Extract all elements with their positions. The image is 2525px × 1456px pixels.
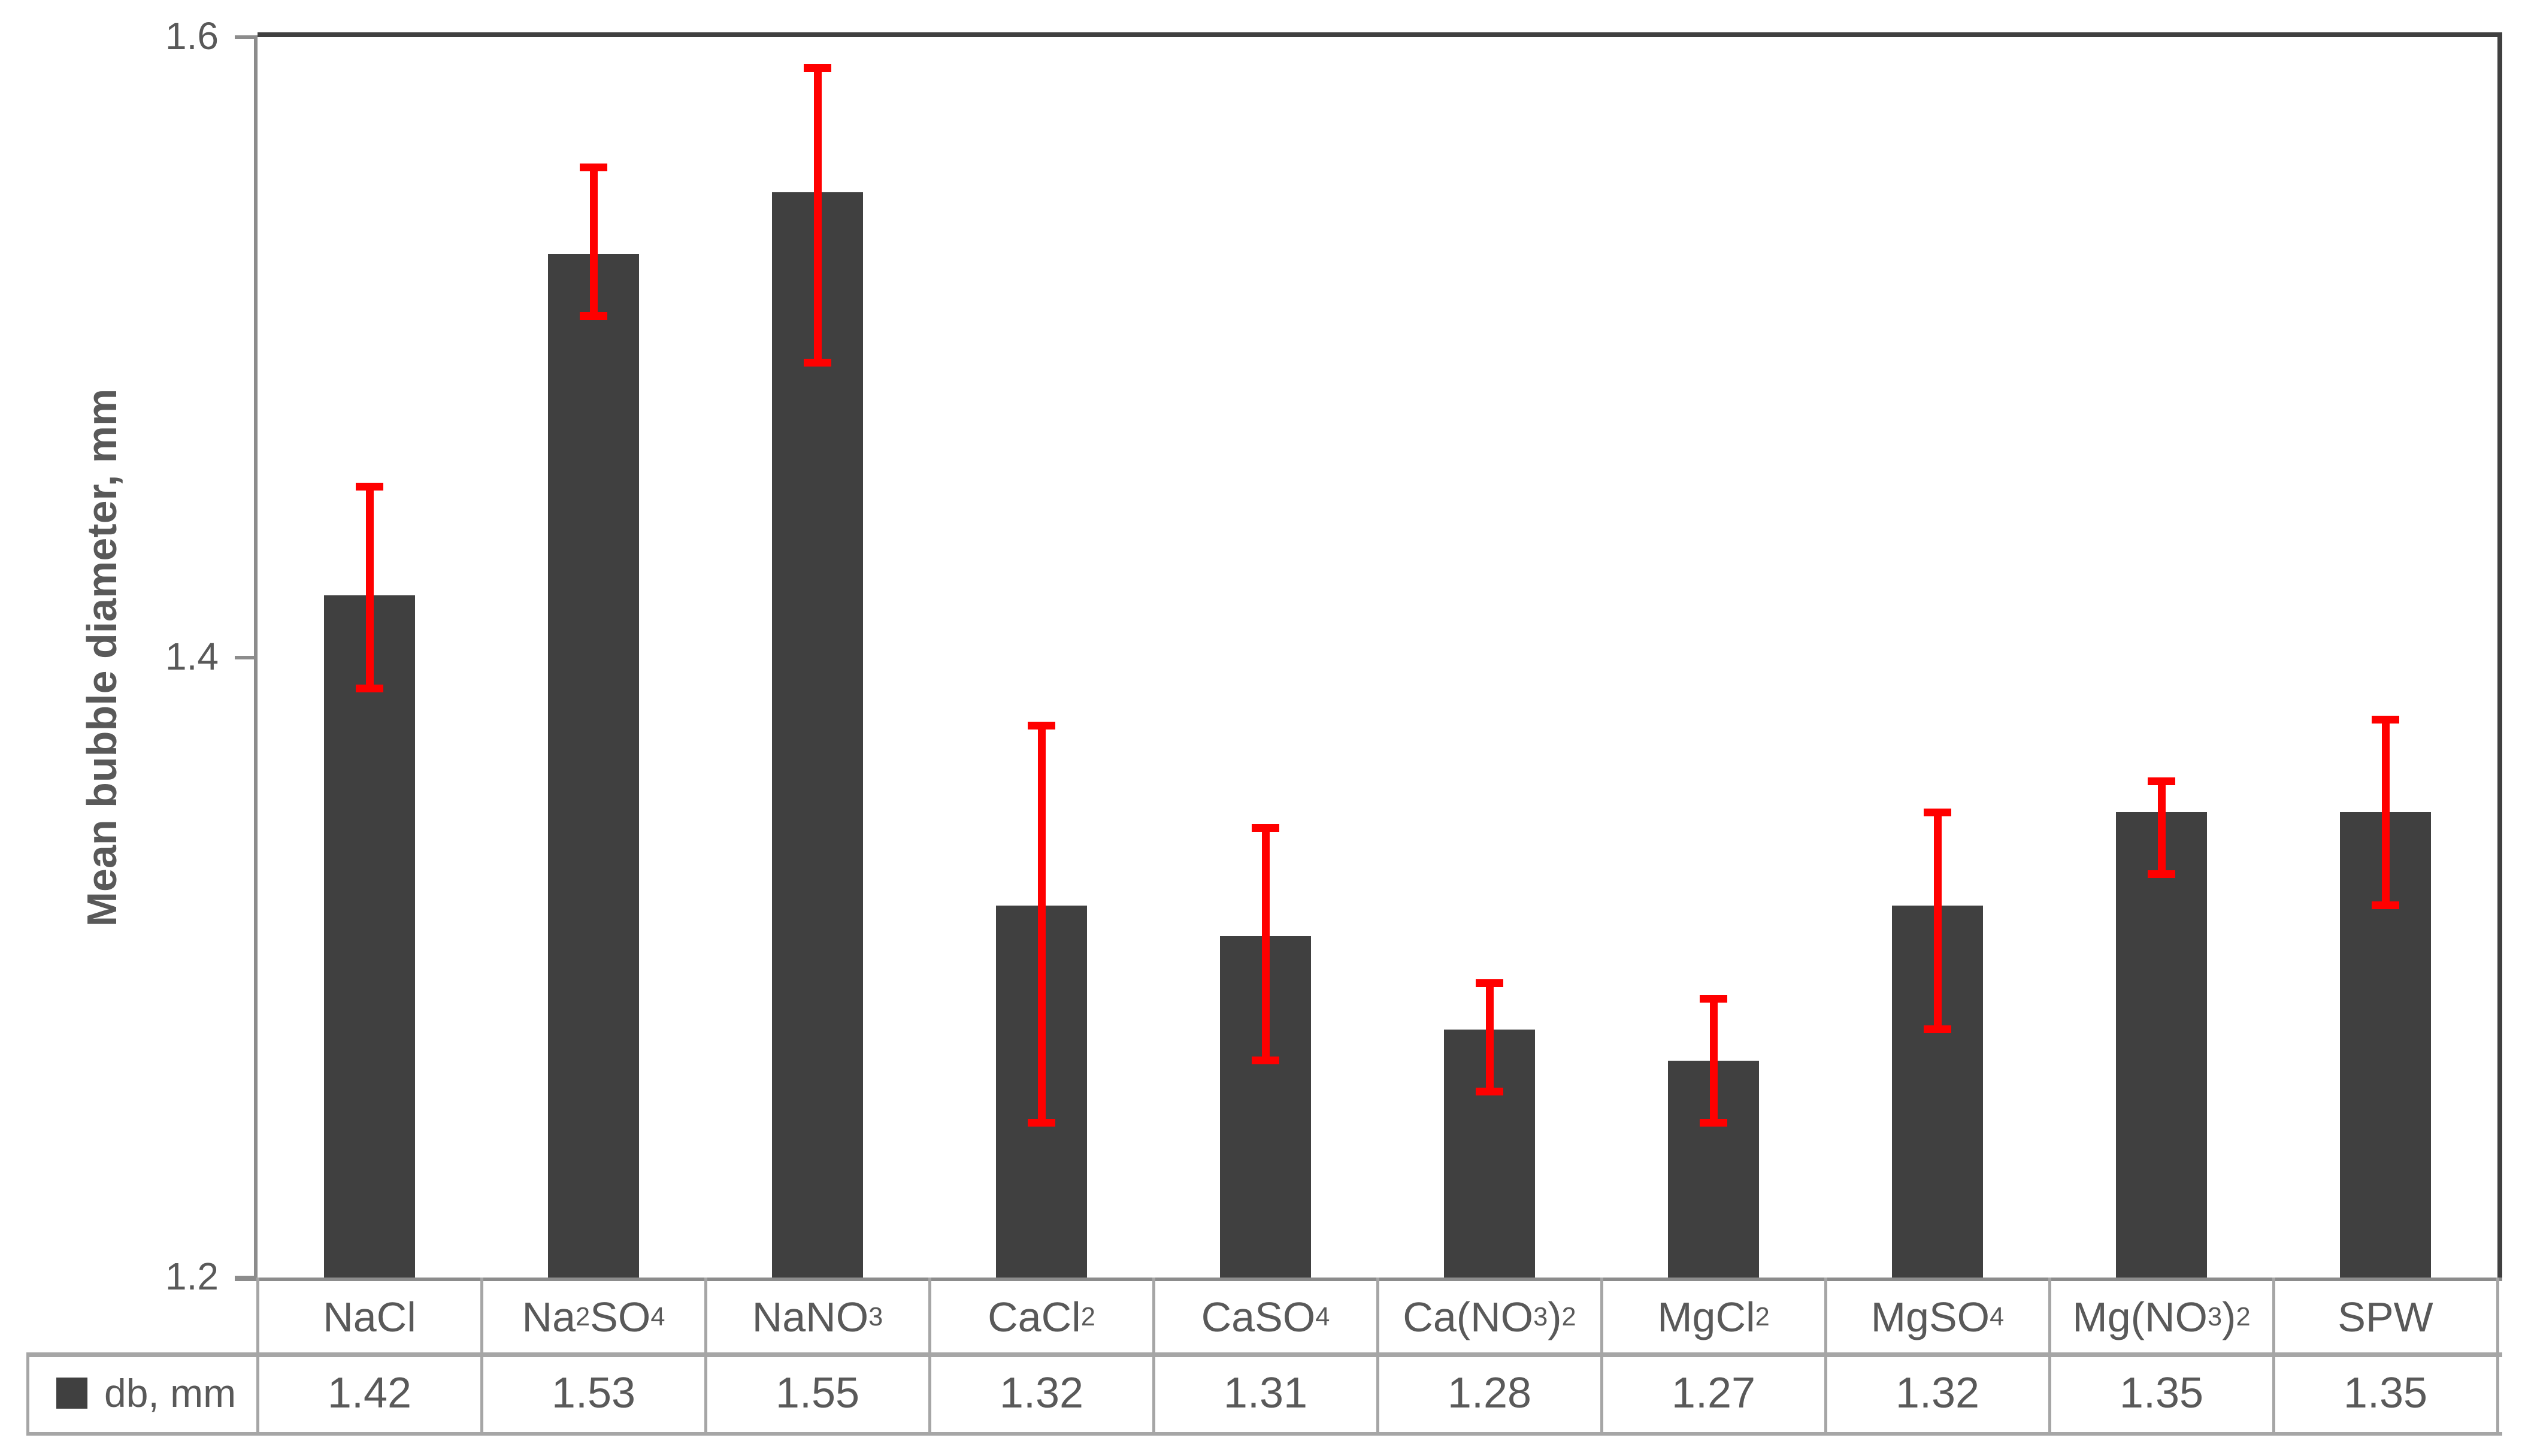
value-cell: 1.35 <box>2343 1369 2428 1417</box>
table-column-border <box>928 1278 931 1434</box>
error-bar-cap-bottom <box>1252 1057 1279 1065</box>
error-bar-line <box>1709 998 1718 1123</box>
error-bar-cap-top <box>1924 808 1951 816</box>
value-cell: 1.35 <box>2119 1369 2204 1417</box>
category-cell: CaCl 2 <box>988 1293 1095 1340</box>
error-bar-line <box>1485 983 1494 1092</box>
error-bar-line <box>1037 725 1046 1123</box>
category-cell: SPW <box>2338 1293 2433 1340</box>
error-bar-line <box>1933 812 1942 1030</box>
error-bar-cap-bottom <box>2148 870 2175 879</box>
value-cell: 1.27 <box>1671 1369 1756 1417</box>
error-bar-cap-top <box>2148 777 2175 786</box>
value-cell: 1.28 <box>1447 1369 1532 1417</box>
error-bar-cap-bottom <box>1028 1118 1055 1127</box>
error-bar-cap-bottom <box>356 684 383 692</box>
error-bar-line <box>1261 828 1270 1061</box>
category-cell: Na 2 SO 4 <box>522 1293 665 1340</box>
error-bar-cap-top <box>580 163 607 171</box>
x-axis-line <box>235 1278 2502 1281</box>
error-bar-cap-bottom <box>804 359 831 367</box>
plot-right-border <box>2497 32 2502 1278</box>
category-cell: MgCl 2 <box>1657 1293 1770 1340</box>
value-cell: 1.32 <box>1895 1369 1980 1417</box>
value-cell: 1.31 <box>1223 1369 1308 1417</box>
error-bar-cap-top <box>2372 715 2399 724</box>
table-row-divider <box>26 1352 2502 1357</box>
error-bar-line <box>589 167 598 316</box>
table-column-border <box>2048 1278 2051 1434</box>
error-bar-cap-bottom <box>580 312 607 320</box>
error-bar-cap-bottom <box>1924 1025 1951 1034</box>
category-cell: MgSO 4 <box>1870 1293 2005 1340</box>
table-column-border <box>1600 1278 1603 1434</box>
table-column-border <box>480 1278 483 1434</box>
y-tick-label: 1.2 <box>165 1255 219 1298</box>
series-swatch-icon <box>56 1378 87 1409</box>
category-cell: Ca(NO 3) 2 <box>1403 1293 1576 1340</box>
table-bottom-border <box>26 1432 2502 1436</box>
value-cell: 1.42 <box>327 1369 412 1417</box>
table-column-border <box>1376 1278 1379 1434</box>
value-cell: 1.55 <box>775 1369 860 1417</box>
table-column-border <box>1824 1278 1827 1434</box>
value-cell: 1.53 <box>551 1369 636 1417</box>
y-tick <box>235 1276 258 1279</box>
table-column-border <box>1152 1278 1155 1434</box>
series-name-label: db, mm <box>104 1371 237 1415</box>
bar <box>324 595 415 1278</box>
error-bar-cap-top <box>1476 979 1503 987</box>
bar <box>2116 812 2207 1278</box>
error-bar-cap-bottom <box>1476 1087 1503 1095</box>
y-tick-label: 1.4 <box>165 634 219 678</box>
y-tick <box>235 35 258 39</box>
error-bar-cap-top <box>1028 721 1055 729</box>
table-left-border <box>26 1352 29 1434</box>
error-bar-line <box>813 68 822 363</box>
category-cell: Mg(NO 3) 2 <box>2072 1293 2251 1340</box>
value-cell: 1.32 <box>999 1369 1084 1417</box>
plot-top-border <box>258 32 2502 37</box>
error-bar-cap-top <box>356 483 383 491</box>
bar <box>772 192 863 1278</box>
table-column-border <box>2272 1278 2275 1434</box>
error-bar-line <box>2381 719 2390 906</box>
category-cell: CaSO 4 <box>1201 1293 1330 1340</box>
error-bar-line <box>2157 781 2166 874</box>
table-column-border <box>2496 1278 2499 1434</box>
bar <box>548 254 639 1278</box>
legend-cell: db, mm <box>56 1355 255 1431</box>
error-bar-cap-bottom <box>2372 901 2399 910</box>
table-column-border <box>704 1278 707 1434</box>
y-tick <box>235 655 258 659</box>
error-bar-cap-bottom <box>1700 1118 1727 1127</box>
category-cell: NaNO 3 <box>752 1293 883 1340</box>
error-bar-cap-top <box>804 64 831 72</box>
category-cell: NaCl <box>323 1293 416 1340</box>
error-bar-cap-top <box>1700 994 1727 1003</box>
y-tick-label: 1.6 <box>165 14 219 57</box>
error-bar-line <box>365 486 374 689</box>
error-bar-cap-top <box>1252 824 1279 832</box>
table-column-border <box>256 1278 259 1434</box>
